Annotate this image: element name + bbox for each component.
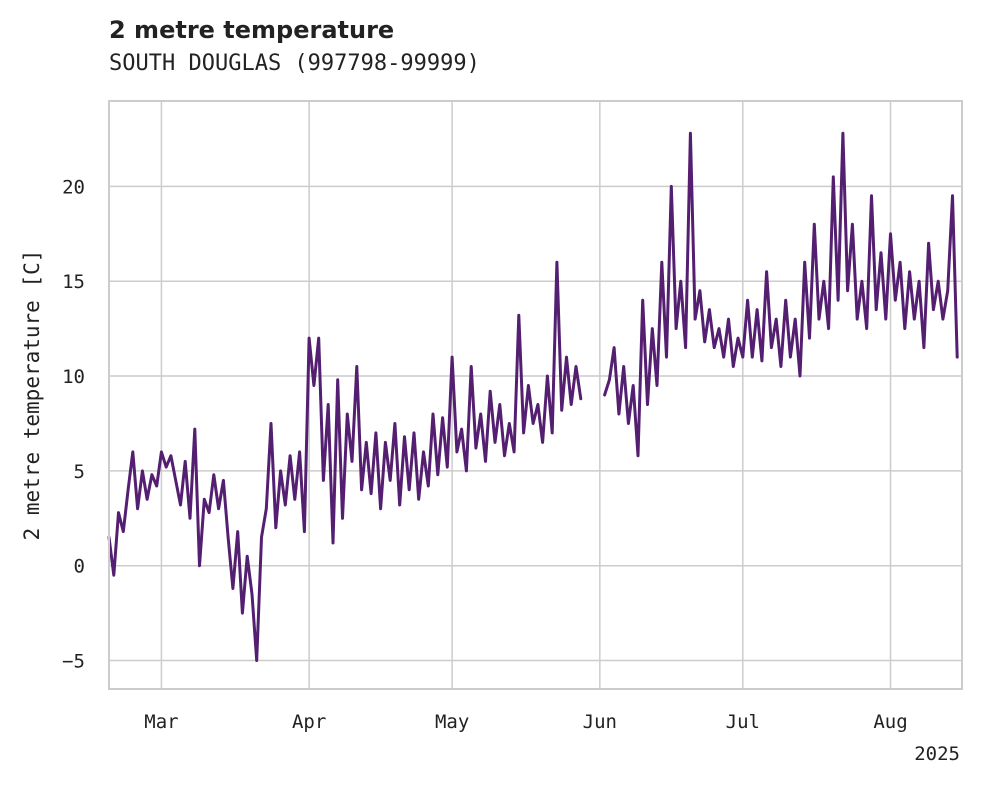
- y-tick-label: 5: [74, 461, 85, 483]
- year-label: 2025: [914, 743, 960, 765]
- series-line-0-segment-0: [107, 260, 583, 662]
- chart-title: 2 metre temperature: [109, 16, 395, 44]
- series-line-0-segment-1: [603, 131, 959, 458]
- x-tick-label: Jun: [583, 711, 617, 733]
- x-tick-label: Apr: [292, 711, 326, 733]
- chart-subtitle: SOUTH DOUGLAS (997798-99999): [109, 51, 480, 76]
- y-tick-label: 0: [74, 556, 85, 578]
- x-tick-label: Mar: [144, 711, 178, 733]
- x-tick-label: May: [435, 711, 469, 733]
- y-tick-label: 10: [62, 366, 85, 388]
- y-axis-label: 2 metre temperature [C]: [20, 250, 44, 541]
- tick-labels: −5 0 5 10 15 20 Mar Apr May Jun Jul Aug: [62, 176, 908, 733]
- series-layer: [107, 131, 959, 662]
- x-tick-label: Aug: [873, 711, 907, 733]
- x-tick-label: Jul: [726, 711, 760, 733]
- plot-frame: [108, 100, 963, 690]
- y-tick-label: −5: [62, 651, 85, 673]
- y-tick-label: 20: [62, 176, 85, 198]
- y-tick-label: 15: [62, 271, 85, 293]
